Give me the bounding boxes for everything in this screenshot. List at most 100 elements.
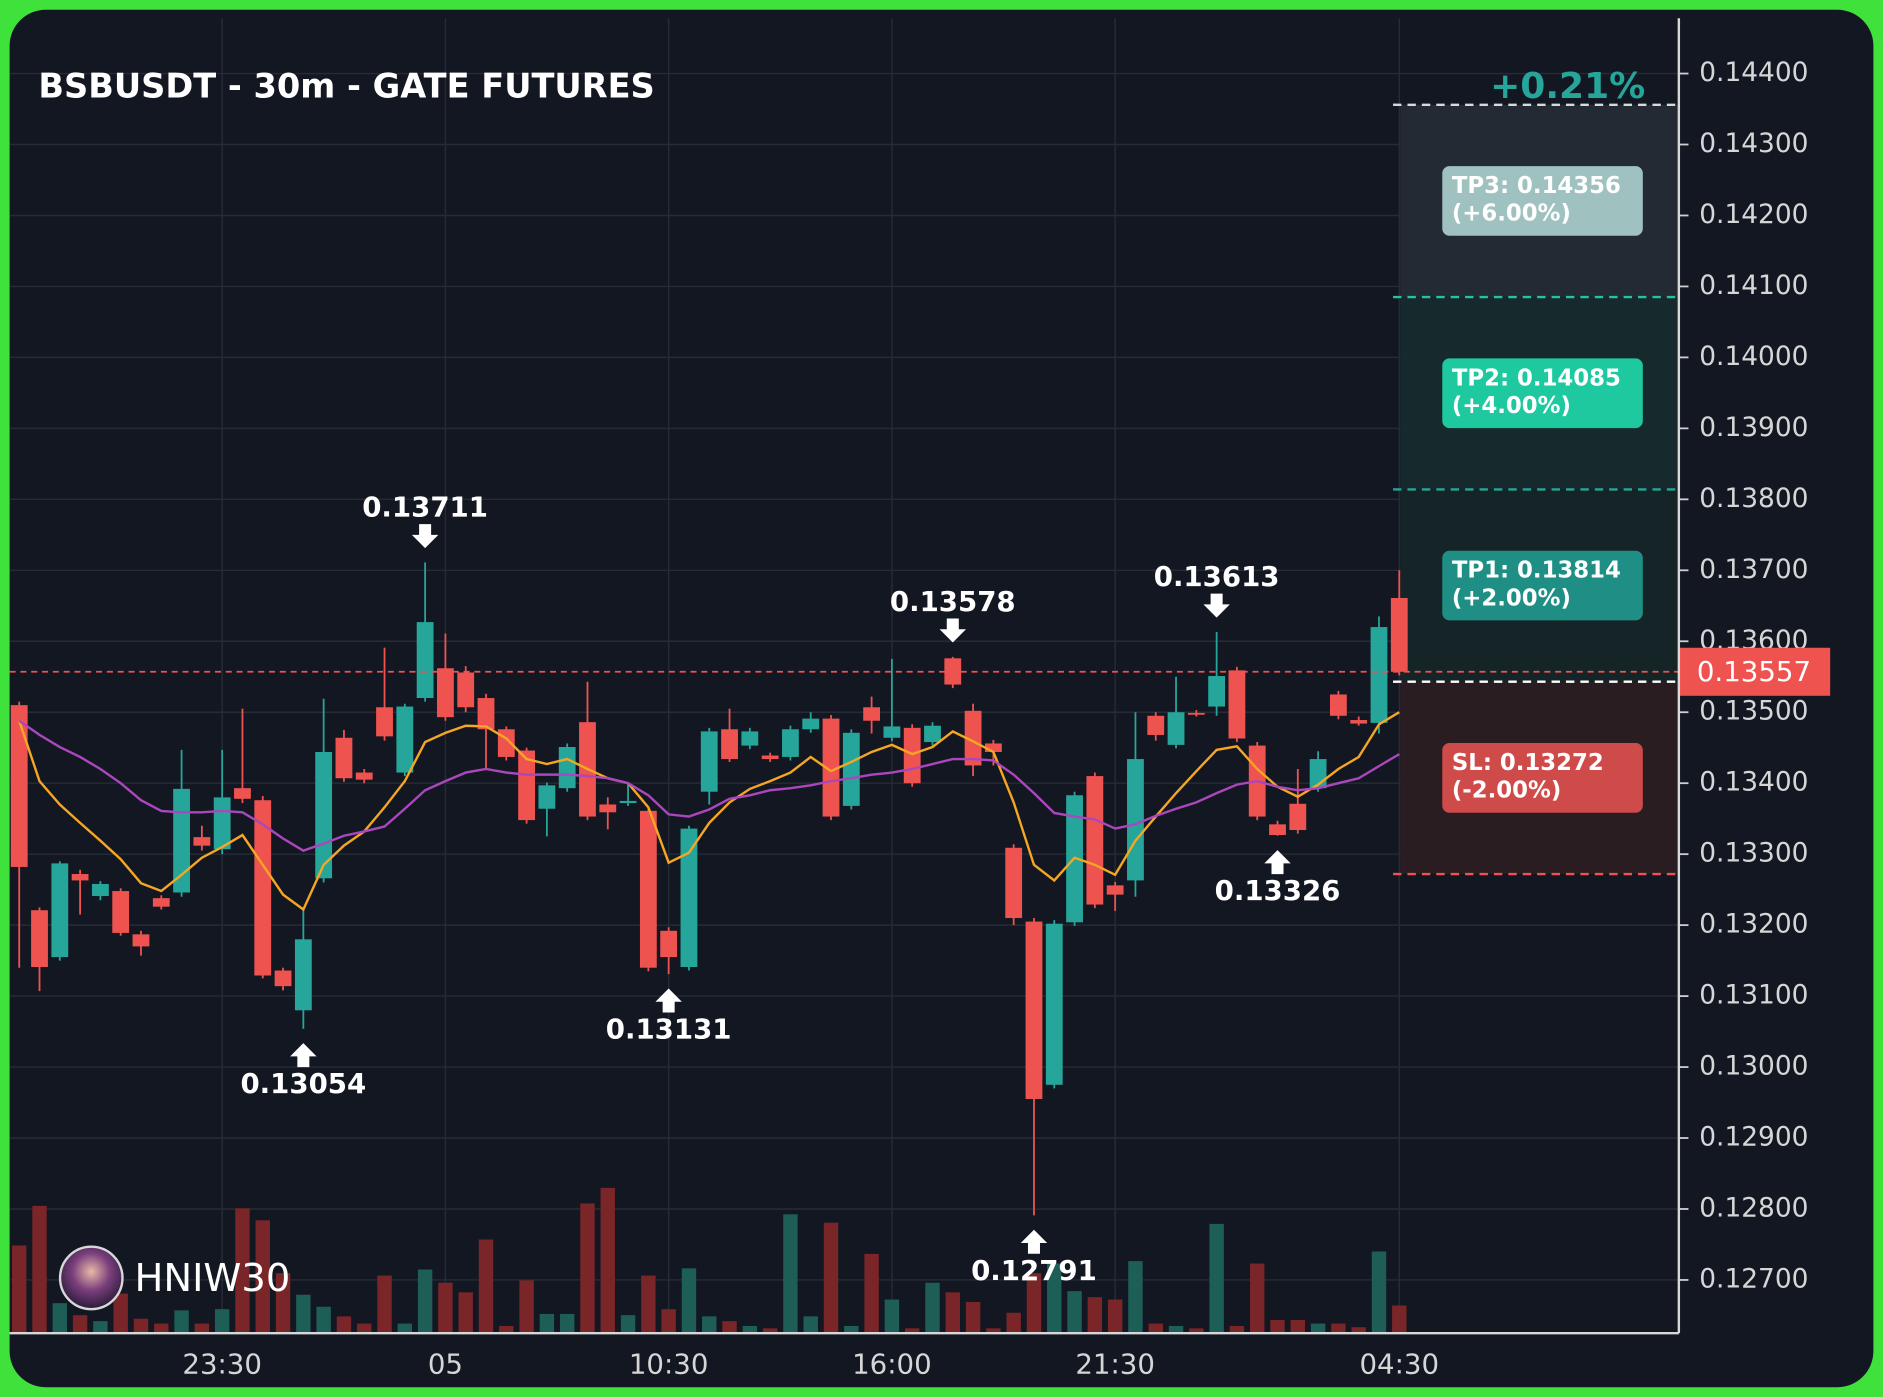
candle-body xyxy=(1005,847,1023,919)
last-price-label: 0.13557 xyxy=(1697,655,1811,688)
volume-bar xyxy=(702,1316,717,1334)
x-tick-label: 10:30 xyxy=(629,1348,709,1381)
candle-body xyxy=(10,705,28,867)
volume-bar xyxy=(823,1222,839,1334)
volume-bar xyxy=(559,1313,575,1334)
candle-body xyxy=(355,772,373,780)
y-tick-label: 0.12700 xyxy=(1699,1263,1808,1294)
y-tick-label: 0.14000 xyxy=(1699,341,1808,372)
volume-bar xyxy=(539,1313,555,1334)
candle-body xyxy=(721,729,738,760)
candle-body xyxy=(619,800,637,804)
level-label: TP2: 0.14085 xyxy=(1452,365,1621,391)
level-label: SL: 0.13272 xyxy=(1452,750,1604,776)
y-tick-label: 0.13100 xyxy=(1699,980,1808,1011)
x-tick-label: 23:30 xyxy=(182,1348,262,1381)
volume-bar xyxy=(336,1316,352,1334)
volume-bar xyxy=(1331,1323,1346,1334)
y-tick-label: 0.13400 xyxy=(1699,767,1808,798)
volume-bar xyxy=(641,1275,656,1334)
candle-body xyxy=(71,874,89,881)
volume-bar xyxy=(925,1282,940,1334)
volume-bar xyxy=(620,1315,636,1334)
level-label-box xyxy=(1442,550,1643,621)
volume-bar xyxy=(417,1269,433,1334)
candle-body xyxy=(700,731,718,792)
candle-body xyxy=(51,863,69,958)
arrow-down xyxy=(1203,593,1230,618)
volume-bar xyxy=(884,1299,900,1334)
candle-body xyxy=(924,725,941,743)
y-tick-label: 0.12800 xyxy=(1699,1192,1808,1223)
y-tick-label: 0.12900 xyxy=(1699,1122,1808,1153)
candle-body xyxy=(964,710,982,766)
volume-bar xyxy=(32,1205,47,1334)
candle-body xyxy=(132,934,150,947)
candle-body xyxy=(1390,597,1408,672)
watermark: HNIW30 xyxy=(135,1256,291,1301)
level-label: (+4.00%) xyxy=(1452,393,1571,419)
annotation: 0.13326 xyxy=(1215,874,1341,907)
annotation: 0.12791 xyxy=(971,1254,1097,1287)
annotation: 0.13711 xyxy=(362,490,488,523)
volume-bar xyxy=(600,1187,615,1334)
change-percent: +0.21% xyxy=(1490,66,1645,107)
volume-bar xyxy=(519,1280,534,1334)
candle-body xyxy=(1208,676,1226,707)
candle-body xyxy=(1228,670,1246,739)
volume-bar xyxy=(194,1323,210,1334)
candle-body xyxy=(599,804,617,813)
candle-body xyxy=(234,788,251,799)
volume-bar xyxy=(1026,1273,1042,1334)
arrow-down xyxy=(411,524,439,549)
candle-body xyxy=(1269,824,1286,835)
arrow-up xyxy=(1264,850,1291,875)
volume-bar xyxy=(1087,1297,1103,1334)
level-label-box xyxy=(1442,166,1643,236)
x-tick-label: 16:00 xyxy=(852,1348,932,1381)
x-tick-label: 05 xyxy=(428,1348,463,1381)
volume xyxy=(12,1187,1407,1334)
annotation: 0.13613 xyxy=(1154,560,1280,593)
candle-body xyxy=(112,891,130,933)
candle-body xyxy=(1127,759,1144,881)
y-tick-label: 0.13000 xyxy=(1699,1051,1808,1082)
volume-bar xyxy=(214,1309,230,1334)
candle-body xyxy=(538,785,556,809)
candle-body xyxy=(660,930,678,958)
volume-bar xyxy=(1168,1325,1184,1334)
candle-body xyxy=(91,883,109,897)
volume-bar xyxy=(661,1309,676,1334)
y-tick-label: 0.13200 xyxy=(1699,909,1808,940)
candle-body xyxy=(1106,885,1124,895)
candle-body xyxy=(294,939,312,1011)
candle-body xyxy=(1086,776,1104,905)
y-tick-label: 0.13800 xyxy=(1699,483,1808,514)
volume-bar xyxy=(377,1275,392,1334)
candle-body xyxy=(437,668,454,718)
volume-bar xyxy=(1189,1328,1204,1334)
candle-body xyxy=(213,797,231,850)
level-label: TP3: 0.14356 xyxy=(1452,173,1621,199)
level-label-box xyxy=(1442,743,1643,813)
arrow-up xyxy=(290,1043,317,1068)
volume-bar xyxy=(762,1328,778,1334)
candle-body xyxy=(761,755,779,760)
volume-bar xyxy=(742,1325,758,1334)
arrow-up xyxy=(1020,1229,1048,1254)
candle-body xyxy=(376,707,393,737)
volume-bar xyxy=(844,1325,859,1334)
level-label-box xyxy=(1442,358,1643,429)
volume-bar xyxy=(1067,1291,1082,1334)
volume-bar xyxy=(986,1328,1001,1334)
level-label: TP1: 0.13814 xyxy=(1452,558,1621,584)
candle-body xyxy=(741,731,759,746)
moving-average xyxy=(18,711,1400,912)
candle-body xyxy=(802,718,820,730)
volume-bar xyxy=(1290,1319,1306,1334)
y-tick-label: 0.13900 xyxy=(1699,412,1808,443)
volume-bar xyxy=(681,1268,697,1334)
moving-average xyxy=(18,719,1400,852)
candle-body xyxy=(1289,803,1307,831)
